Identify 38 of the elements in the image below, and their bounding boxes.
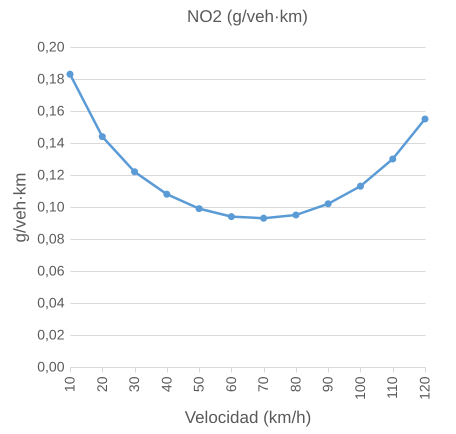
x-tick-label: 30 (126, 376, 142, 392)
x-axis-title: Velocidad (km/h) (184, 408, 312, 427)
point (356, 182, 364, 190)
y-tick-label: 0,00 (37, 358, 65, 374)
x-tick-label: 90 (320, 376, 336, 392)
x-tick-label: 10 (62, 376, 78, 392)
point (196, 205, 203, 212)
y-tick-label: 0,16 (37, 102, 65, 118)
x-tick-label: 20 (94, 376, 110, 392)
y-tick-label: 0,10 (37, 198, 65, 214)
y-tick-label: 0,18 (37, 70, 65, 86)
y-tick-label: 0,20 (37, 38, 65, 54)
point (389, 155, 396, 163)
y-tick-label: 0,04 (37, 294, 65, 310)
y-tick-label: 0,08 (37, 230, 65, 246)
x-tick-label: 120 (416, 376, 432, 400)
x-tick-label: 40 (158, 376, 174, 392)
y-tick-label: 0,14 (37, 134, 65, 150)
x-tick-label: 100 (352, 376, 368, 400)
point (131, 168, 138, 176)
x-tick-label: 60 (222, 376, 239, 392)
x-tick-label: 50 (190, 376, 207, 392)
y-axis-title: g/veh·km (10, 172, 30, 242)
point (66, 70, 74, 78)
point (163, 190, 170, 198)
point (324, 200, 332, 208)
y-tick-label: 0,06 (37, 262, 65, 278)
point (292, 211, 300, 219)
chart-title: NO2 (g/veh·km) (187, 7, 308, 26)
x-tick-label: 70 (255, 376, 272, 392)
y-tick-label: 0,12 (37, 166, 65, 182)
point (421, 115, 429, 123)
x-tick-label: 80 (287, 376, 304, 392)
point (228, 213, 235, 220)
x-tick-label: 110 (384, 376, 400, 399)
point (98, 133, 106, 140)
y-tick-label: 0,02 (37, 326, 65, 342)
point (260, 214, 268, 222)
